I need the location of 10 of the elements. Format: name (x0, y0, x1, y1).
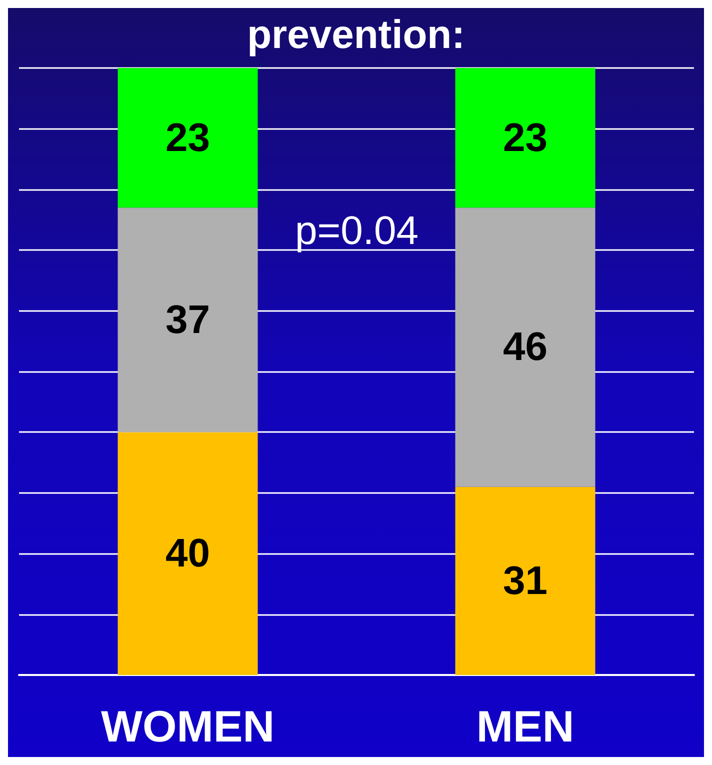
data-label: 37 (166, 298, 210, 342)
x-tick-label: MEN (476, 702, 574, 752)
data-label: 31 (503, 558, 548, 603)
data-label: 23 (503, 116, 548, 160)
chart-title: prevention: (247, 13, 465, 57)
annotation: p=0.04 (295, 209, 418, 253)
data-label: 46 (503, 325, 548, 370)
x-tick-label: WOMEN (100, 702, 275, 752)
data-label: 23 (166, 116, 210, 160)
data-label: 40 (166, 532, 210, 576)
